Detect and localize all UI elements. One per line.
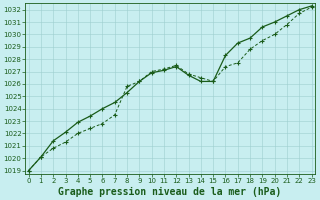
X-axis label: Graphe pression niveau de la mer (hPa): Graphe pression niveau de la mer (hPa) <box>59 186 282 197</box>
